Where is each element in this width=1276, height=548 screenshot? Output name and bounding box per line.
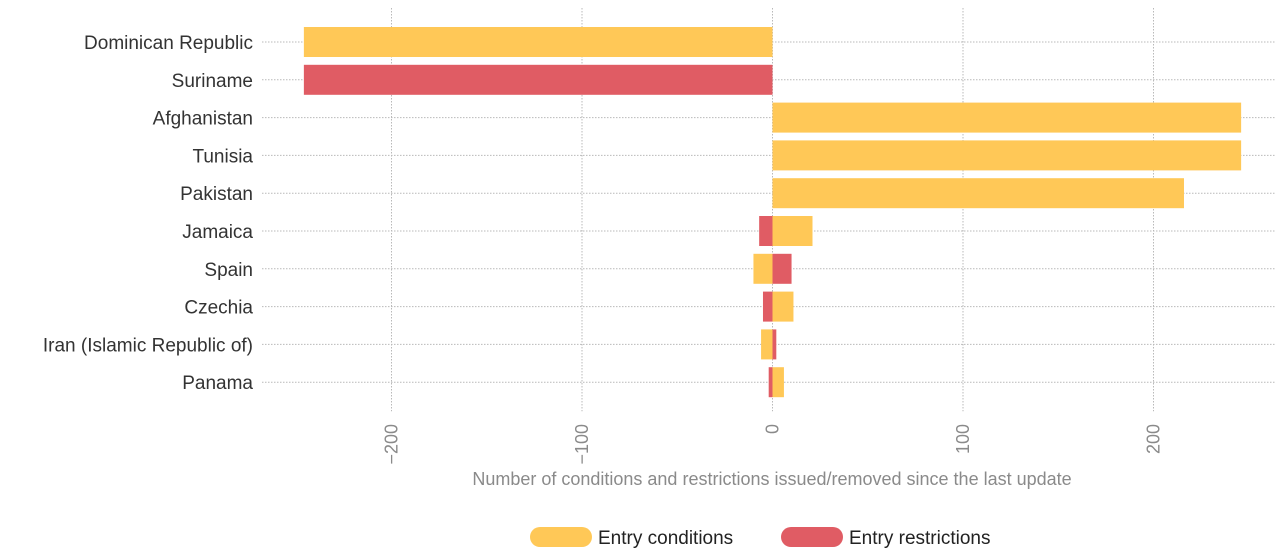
bar <box>772 178 1184 209</box>
bar <box>768 367 773 398</box>
bar <box>303 27 773 57</box>
category-label: Pakistan <box>180 184 253 205</box>
x-tick-label: 200 <box>1144 424 1164 454</box>
legend-swatch <box>781 527 843 547</box>
category-label: Dominican Republic <box>84 33 253 54</box>
legend-label: Entry conditions <box>598 528 733 548</box>
category-label: Czechia <box>184 298 253 319</box>
category-label: Suriname <box>172 71 253 92</box>
bar <box>303 64 773 95</box>
x-tick-label: −100 <box>572 424 592 465</box>
x-tick-label: −200 <box>382 424 402 465</box>
category-label: Afghanistan <box>153 109 253 130</box>
x-tick-labels: −200 −100 0 100 200 <box>382 424 1164 465</box>
x-axis-title: Number of conditions and restrictions is… <box>472 469 1071 489</box>
category-label: Iran (Islamic Republic of) <box>43 335 253 356</box>
bar <box>753 253 773 284</box>
category-label: Spain <box>204 260 253 281</box>
bar <box>772 253 792 284</box>
legend-label: Entry restrictions <box>849 528 990 548</box>
bar <box>772 329 777 360</box>
bar <box>761 329 773 360</box>
bar <box>762 291 773 322</box>
legend-swatch <box>530 527 592 547</box>
category-label: Jamaica <box>182 222 253 243</box>
bar <box>772 216 813 246</box>
category-label: Panama <box>182 373 253 394</box>
bar <box>759 216 773 246</box>
legend: Entry conditions Entry restrictions <box>530 527 990 548</box>
bar <box>772 367 784 398</box>
bar <box>772 102 1242 133</box>
bars <box>303 27 1242 398</box>
bar <box>772 291 794 322</box>
bar <box>772 140 1242 171</box>
category-label: Tunisia <box>192 146 253 167</box>
category-labels: Dominican Republic Suriname Afghanistan Tun… <box>43 33 254 394</box>
x-tick-label: 100 <box>953 424 973 454</box>
x-tick-label: 0 <box>763 424 783 434</box>
